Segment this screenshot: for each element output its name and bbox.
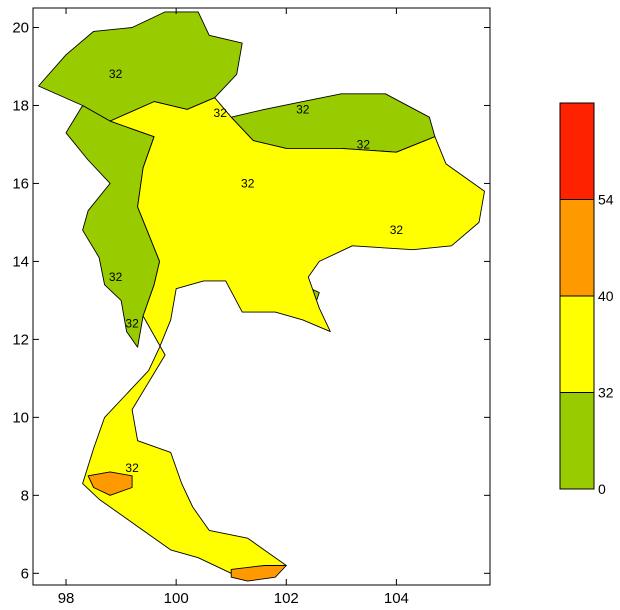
region-central-plain — [82, 97, 485, 578]
x-tick-label: 102 — [274, 590, 299, 607]
colorbar-label: 54 — [598, 192, 614, 208]
y-tick-label: 18 — [12, 97, 29, 114]
colorbar-segment — [559, 295, 595, 393]
x-tick-label: 98 — [58, 590, 75, 607]
contour-label: 32 — [390, 223, 404, 237]
contour-label: 32 — [241, 176, 255, 190]
contour-label: 32 — [109, 270, 123, 284]
x-axis-ticks: 98 100 102 104 — [58, 8, 409, 607]
colorbar-segment — [559, 199, 595, 297]
y-tick-label: 12 — [12, 331, 29, 348]
colorbar-segment — [559, 392, 595, 490]
y-tick-label: 16 — [12, 175, 29, 192]
shaded-regions — [38, 11, 485, 582]
contour-label: 32 — [125, 461, 139, 475]
colorbar-label: 0 — [598, 481, 606, 497]
y-tick-label: 6 — [21, 565, 29, 582]
colorbar-label: 40 — [598, 288, 614, 304]
y-tick-label: 10 — [12, 409, 29, 426]
colorbar-label: 32 — [598, 385, 614, 401]
y-tick-label: 8 — [21, 487, 29, 504]
contour-label: 32 — [357, 137, 371, 151]
y-axis-ticks: 6 8 10 12 14 16 18 20 — [12, 19, 490, 582]
x-tick-label: 104 — [384, 590, 409, 607]
x-tick-label: 100 — [164, 590, 189, 607]
colorbar: 0 32 40 54 — [559, 102, 614, 497]
colorbar-segment — [559, 102, 595, 200]
contour-labels: 32 32 32 32 32 32 32 32 32 — [109, 67, 403, 475]
contour-label: 32 — [214, 106, 228, 120]
contour-label: 32 — [296, 102, 310, 116]
region-narathiwat-hot — [230, 565, 287, 582]
region-phang-nga-hot — [87, 471, 133, 496]
y-tick-label: 14 — [12, 253, 29, 270]
y-tick-label: 20 — [12, 19, 29, 36]
contour-label: 32 — [125, 317, 139, 331]
contour-label: 32 — [109, 67, 123, 81]
